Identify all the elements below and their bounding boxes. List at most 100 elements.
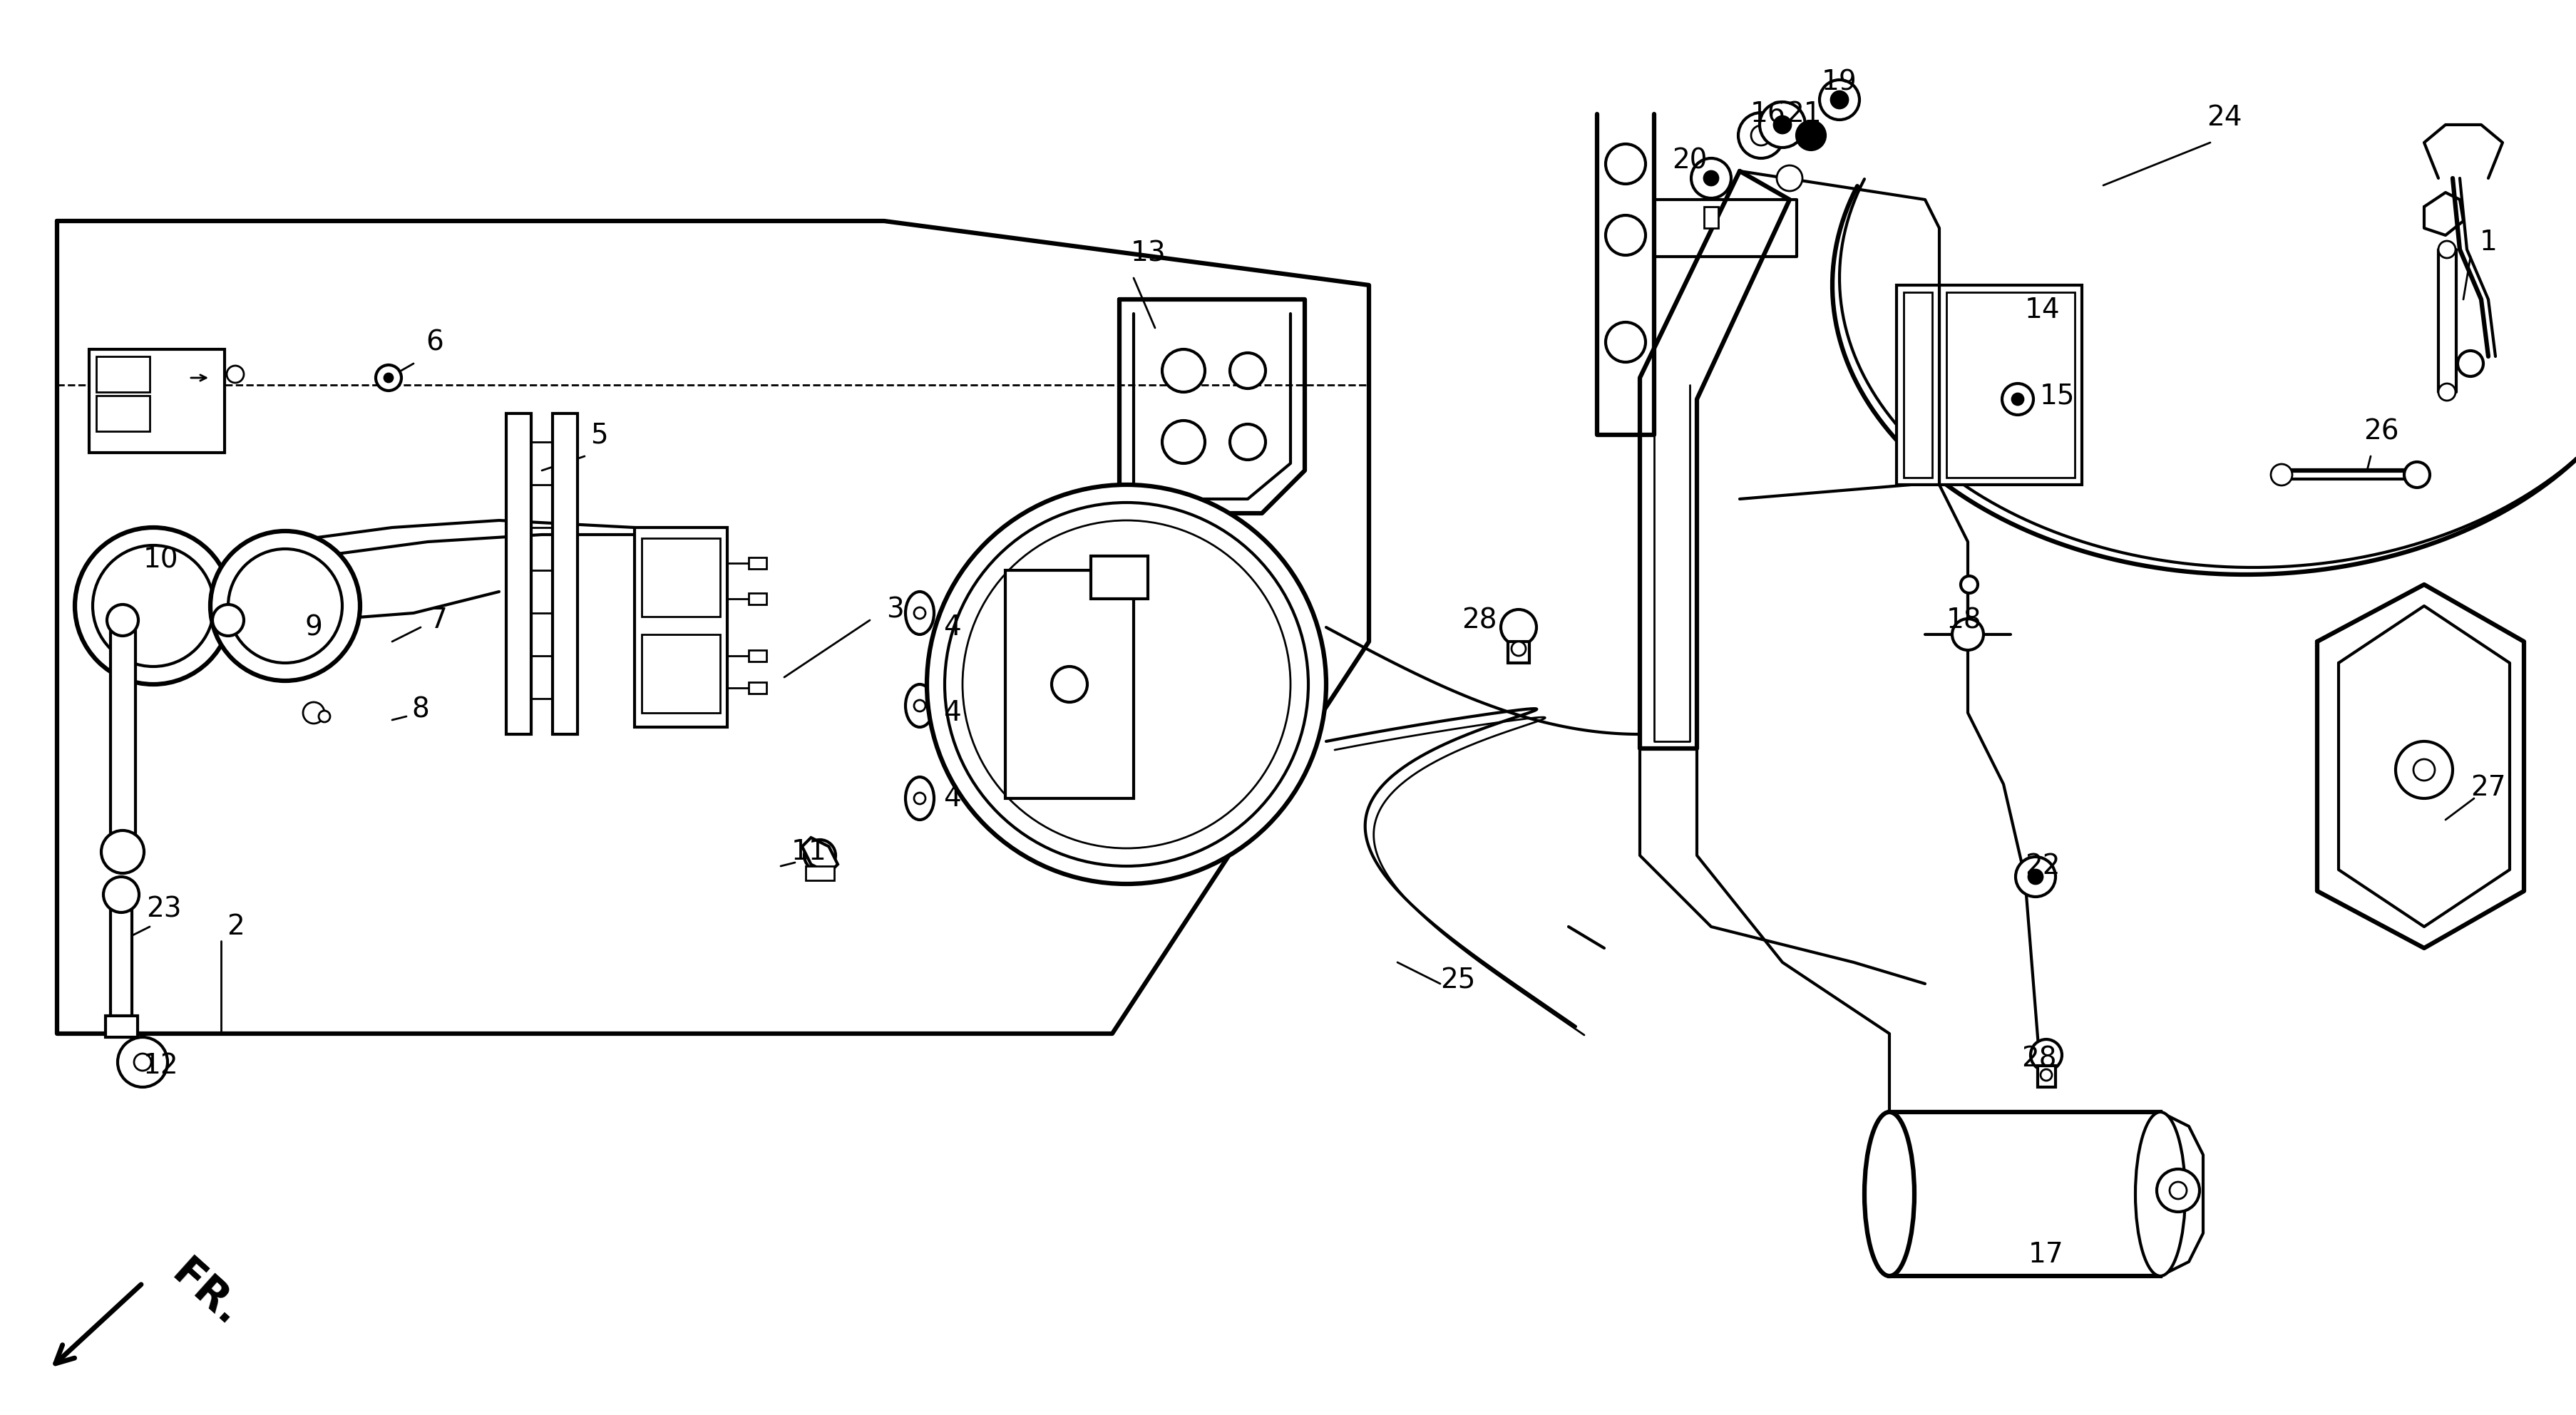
Text: 7: 7 bbox=[430, 607, 448, 634]
Text: 19: 19 bbox=[1821, 68, 1857, 96]
Circle shape bbox=[2458, 351, 2483, 376]
Text: 15: 15 bbox=[2040, 382, 2074, 409]
Bar bbox=[641, 634, 721, 713]
Text: 28: 28 bbox=[2022, 1046, 2056, 1073]
Circle shape bbox=[319, 710, 330, 722]
Text: 14: 14 bbox=[2025, 297, 2061, 324]
Circle shape bbox=[2403, 461, 2429, 488]
Text: 12: 12 bbox=[142, 1053, 178, 1080]
Circle shape bbox=[1705, 171, 1718, 185]
Circle shape bbox=[1752, 126, 1772, 146]
Ellipse shape bbox=[907, 591, 935, 634]
Bar bbox=[1888, 1112, 2161, 1276]
Text: 4: 4 bbox=[943, 785, 961, 812]
Circle shape bbox=[376, 365, 402, 391]
Circle shape bbox=[945, 502, 1309, 866]
Circle shape bbox=[2012, 393, 2022, 405]
Circle shape bbox=[229, 549, 343, 664]
Bar bbox=[507, 413, 531, 734]
Circle shape bbox=[1739, 113, 1783, 158]
Text: 9: 9 bbox=[304, 614, 322, 641]
Circle shape bbox=[75, 528, 232, 685]
Text: 10: 10 bbox=[142, 546, 178, 573]
Bar bbox=[750, 649, 768, 662]
Ellipse shape bbox=[907, 777, 935, 819]
Circle shape bbox=[108, 604, 139, 635]
Bar bbox=[95, 357, 149, 392]
Text: 11: 11 bbox=[791, 838, 827, 866]
Circle shape bbox=[1229, 352, 1265, 389]
Circle shape bbox=[914, 607, 925, 618]
Text: 6: 6 bbox=[425, 328, 443, 355]
Text: 1: 1 bbox=[2481, 229, 2496, 256]
Bar bbox=[90, 350, 224, 453]
Circle shape bbox=[384, 374, 394, 382]
Circle shape bbox=[914, 792, 925, 804]
Circle shape bbox=[2439, 241, 2455, 258]
Text: 17: 17 bbox=[2027, 1241, 2063, 1268]
Text: 18: 18 bbox=[1947, 607, 1981, 634]
Circle shape bbox=[93, 545, 214, 666]
Text: 22: 22 bbox=[2025, 853, 2061, 880]
Text: 13: 13 bbox=[1131, 239, 1164, 266]
Circle shape bbox=[211, 604, 245, 635]
Circle shape bbox=[1832, 91, 1847, 109]
Circle shape bbox=[1605, 323, 1646, 362]
Text: 2: 2 bbox=[227, 913, 245, 940]
Circle shape bbox=[1605, 215, 1646, 255]
Circle shape bbox=[1502, 610, 1535, 645]
Text: 21: 21 bbox=[1785, 100, 1821, 127]
Circle shape bbox=[2030, 1040, 2061, 1071]
Bar bbox=[1507, 641, 1530, 664]
Circle shape bbox=[304, 702, 325, 723]
Circle shape bbox=[1953, 618, 1984, 649]
Circle shape bbox=[2272, 464, 2293, 485]
Circle shape bbox=[914, 700, 925, 712]
Circle shape bbox=[1759, 102, 1806, 147]
Text: 5: 5 bbox=[590, 422, 608, 449]
Circle shape bbox=[927, 485, 1327, 884]
Bar bbox=[1904, 293, 1932, 478]
Circle shape bbox=[2156, 1169, 2200, 1211]
Bar bbox=[1705, 207, 1718, 228]
Circle shape bbox=[1960, 576, 1978, 593]
Circle shape bbox=[134, 1054, 152, 1071]
Bar bbox=[641, 538, 721, 617]
Text: 26: 26 bbox=[2365, 417, 2398, 444]
Circle shape bbox=[227, 365, 245, 383]
Bar bbox=[1947, 293, 2074, 478]
Bar bbox=[750, 593, 768, 604]
Circle shape bbox=[1795, 122, 1826, 150]
Text: 4: 4 bbox=[943, 699, 961, 726]
Text: 20: 20 bbox=[1672, 147, 1708, 174]
Circle shape bbox=[2014, 857, 2056, 897]
Circle shape bbox=[1775, 116, 1790, 133]
Circle shape bbox=[963, 521, 1291, 848]
Text: FR.: FR. bbox=[165, 1252, 247, 1334]
Text: 3: 3 bbox=[886, 596, 904, 623]
Circle shape bbox=[1162, 350, 1206, 392]
Text: 28: 28 bbox=[1461, 607, 1497, 634]
Text: 25: 25 bbox=[1440, 966, 1476, 993]
Ellipse shape bbox=[2136, 1112, 2184, 1276]
Bar bbox=[554, 413, 577, 734]
Bar bbox=[750, 558, 768, 569]
Circle shape bbox=[2396, 741, 2452, 798]
Polygon shape bbox=[801, 838, 837, 873]
Circle shape bbox=[1819, 79, 1860, 120]
Circle shape bbox=[2439, 383, 2455, 400]
Bar bbox=[111, 620, 137, 848]
Bar bbox=[1090, 556, 1149, 599]
Circle shape bbox=[1051, 666, 1087, 702]
Text: 4: 4 bbox=[943, 614, 961, 641]
Circle shape bbox=[103, 877, 139, 913]
Bar bbox=[806, 866, 835, 880]
Bar bbox=[111, 891, 131, 1019]
Circle shape bbox=[118, 1037, 167, 1087]
Text: 16: 16 bbox=[1752, 100, 1785, 127]
Text: 23: 23 bbox=[147, 896, 183, 923]
Circle shape bbox=[2414, 760, 2434, 781]
Circle shape bbox=[100, 831, 144, 873]
Ellipse shape bbox=[1865, 1112, 1914, 1276]
Bar bbox=[1940, 286, 2081, 485]
